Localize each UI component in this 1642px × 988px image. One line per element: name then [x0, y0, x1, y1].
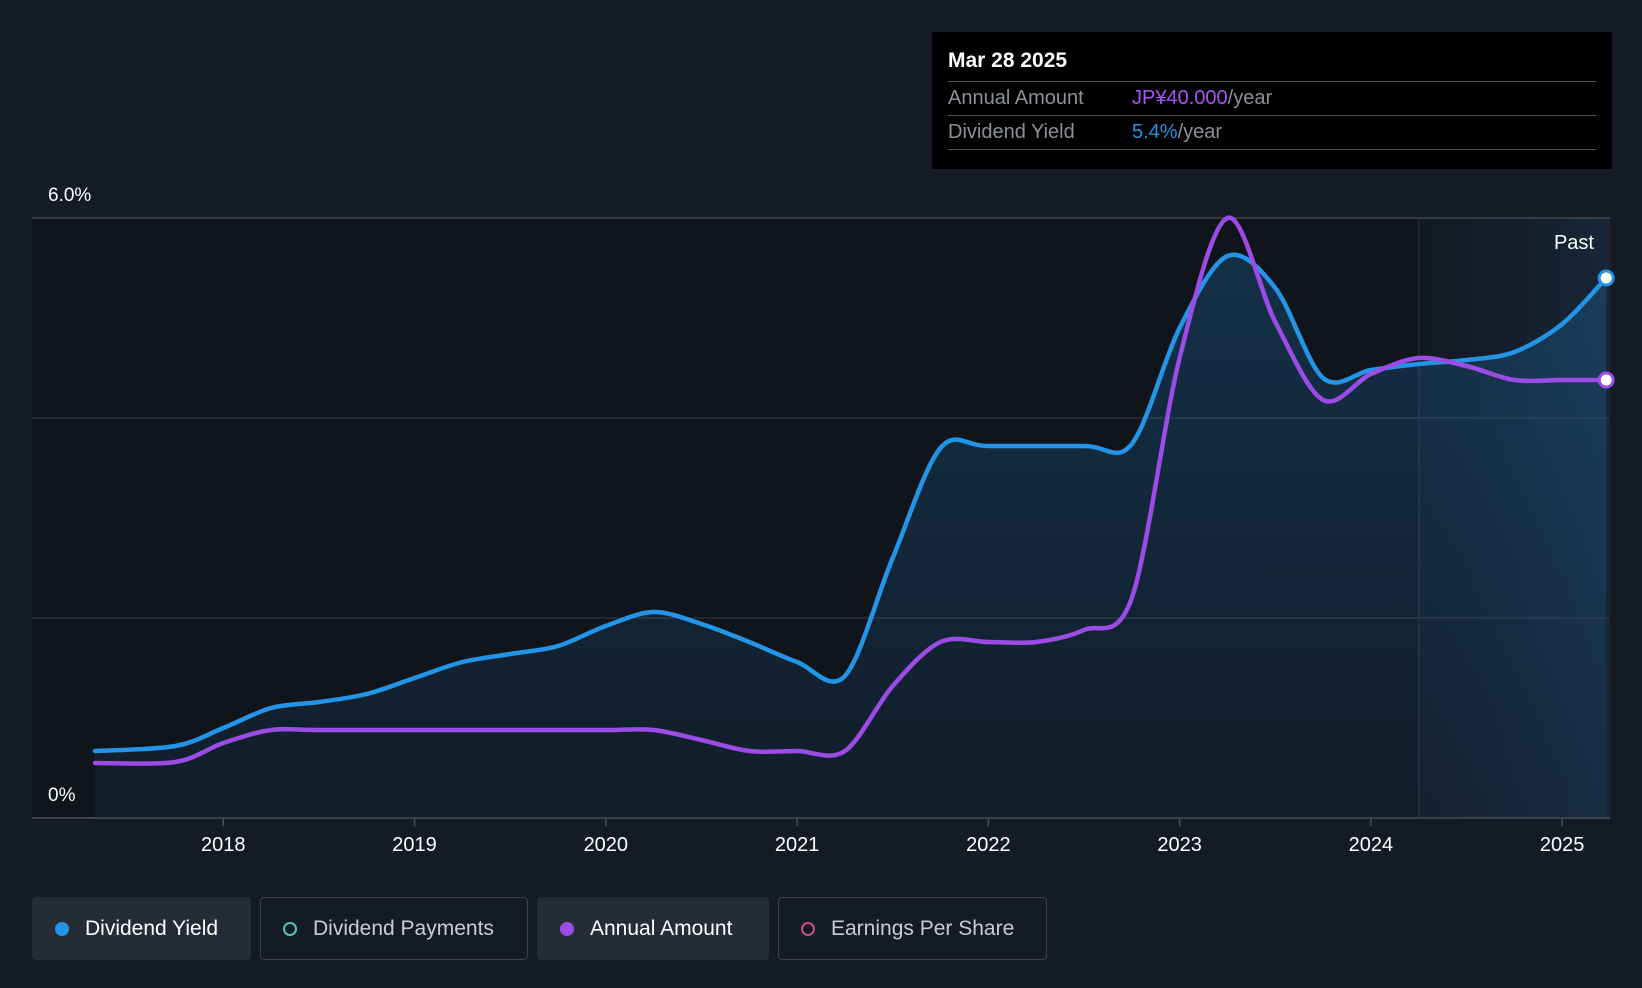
legend-dot-icon: [55, 921, 69, 936]
x-tick-label: 2023: [1157, 834, 1202, 856]
legend-label: Dividend Payments: [313, 916, 494, 940]
tooltip-value: JP¥40.000: [1132, 87, 1228, 109]
y-tick-label-bottom: 0%: [48, 785, 76, 806]
legend-earnings-per-share[interactable]: Earnings Per Share: [778, 897, 1047, 960]
dividend-chart: 2018 2019 2020 2021 2022 2023 2024 2025 6.0% 0%…: [32, 185, 1615, 856]
legend-label: Annual Amount: [590, 916, 733, 940]
tooltip-label: Annual Amount: [948, 87, 1084, 109]
dividend-yield-area: [95, 254, 1607, 819]
x-tick-label: 2020: [584, 834, 629, 856]
legend-annual-amount[interactable]: Annual Amount: [537, 897, 769, 960]
end-point-marker: [1597, 371, 1615, 389]
legend-dividend-payments[interactable]: Dividend Payments: [260, 897, 528, 960]
tooltip-row-dividend-yield: Dividend Yield 5.4%/year: [948, 115, 1596, 150]
tooltip-date: Mar 28 2025: [948, 49, 1068, 72]
end-point-marker: [1597, 269, 1615, 287]
y-tick-label-top: 6.0%: [48, 185, 91, 206]
legend-dot-icon: [560, 921, 574, 936]
tooltip-value: 5.4%: [1132, 121, 1178, 143]
series-line-annual-amount: [92, 215, 1609, 766]
legend-label: Dividend Yield: [85, 916, 219, 940]
tooltip-unit: /year: [1177, 121, 1223, 143]
legend-ring-icon: [283, 921, 297, 936]
legend-label: Earnings Per Share: [831, 916, 1015, 940]
past-label: Past: [1554, 232, 1594, 254]
tooltip-label: Dividend Yield: [948, 121, 1075, 143]
legend: Dividend Yield Dividend Payments Annual …: [32, 897, 1047, 960]
tooltip-row-annual-amount: Annual Amount JP¥40.000/year: [948, 81, 1596, 115]
series-line-dividend-yield: [92, 252, 1609, 754]
x-tick-label: 2024: [1349, 834, 1394, 856]
x-tick-label: 2025: [1540, 834, 1585, 856]
tooltip-unit: /year: [1227, 87, 1273, 109]
tooltip: Mar 28 2025 Annual Amount JP¥40.000/year…: [932, 32, 1612, 169]
x-tick-label: 2021: [775, 834, 820, 856]
legend-dividend-yield[interactable]: Dividend Yield: [32, 897, 251, 960]
x-tick-label: 2022: [966, 834, 1011, 856]
x-tick-label: 2018: [201, 834, 246, 856]
x-tick-label: 2019: [392, 834, 437, 856]
legend-ring-icon: [801, 921, 815, 936]
